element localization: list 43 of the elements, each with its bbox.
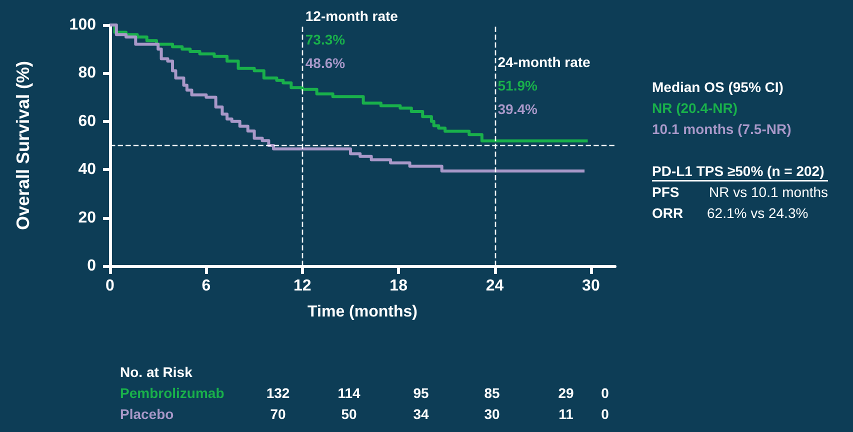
x-tick-label: 6 <box>202 278 211 294</box>
ref-line-label: 24-month rate <box>498 54 591 70</box>
text: Placebo <box>120 406 174 422</box>
x-tick-label: 12 <box>293 278 312 294</box>
text: 70 <box>270 406 286 422</box>
y-tick-label: 40 <box>78 161 96 178</box>
text: ORR <box>652 205 684 221</box>
text: 0 <box>601 406 610 422</box>
y-tick-label: 80 <box>78 64 96 82</box>
text: NR vs 10.1 months <box>709 184 828 200</box>
text: 30 <box>484 406 500 422</box>
text: Pembrolizumab <box>120 385 224 401</box>
x-tick-label: 24 <box>486 278 504 294</box>
text: 114 <box>338 385 361 401</box>
text: PFS <box>652 184 680 200</box>
y-tick-label: 20 <box>78 209 96 226</box>
text: 85 <box>484 385 500 401</box>
text: 10.1 months (7.5-NR) <box>652 121 792 137</box>
text: Median OS (95% CI) <box>652 79 784 95</box>
text: 50 <box>341 406 357 422</box>
annotation: 48.6% <box>305 55 346 71</box>
text: NR (20.4-NR) <box>652 100 738 116</box>
text: 95 <box>413 385 429 401</box>
x-tick-label: 30 <box>582 278 600 294</box>
annotation: 73.3% <box>305 32 346 48</box>
y-tick-label: 100 <box>69 16 96 34</box>
annotation: 51.9% <box>498 78 538 94</box>
text: 34 <box>413 406 429 422</box>
text: 0 <box>601 385 610 401</box>
x-tick-label: 18 <box>390 278 408 294</box>
y-axis-title: Overall Survival (%) <box>13 60 33 230</box>
text: 132 <box>266 385 290 401</box>
text: 11 <box>558 406 574 422</box>
text: No. at Risk <box>120 364 193 380</box>
x-axis-title: Time (months) <box>308 304 418 320</box>
ref-line-label: 12-month rate <box>305 8 398 24</box>
y-tick-label: 0 <box>87 258 96 274</box>
text: PD-L1 TPS ≥50% (n = 202) <box>652 163 824 179</box>
x-tick-label: 0 <box>106 278 115 294</box>
y-tick-label: 60 <box>78 112 96 130</box>
text: 29 <box>558 385 574 401</box>
text: 62.1% vs 24.3% <box>707 205 808 221</box>
annotation: 39.4% <box>498 101 538 117</box>
